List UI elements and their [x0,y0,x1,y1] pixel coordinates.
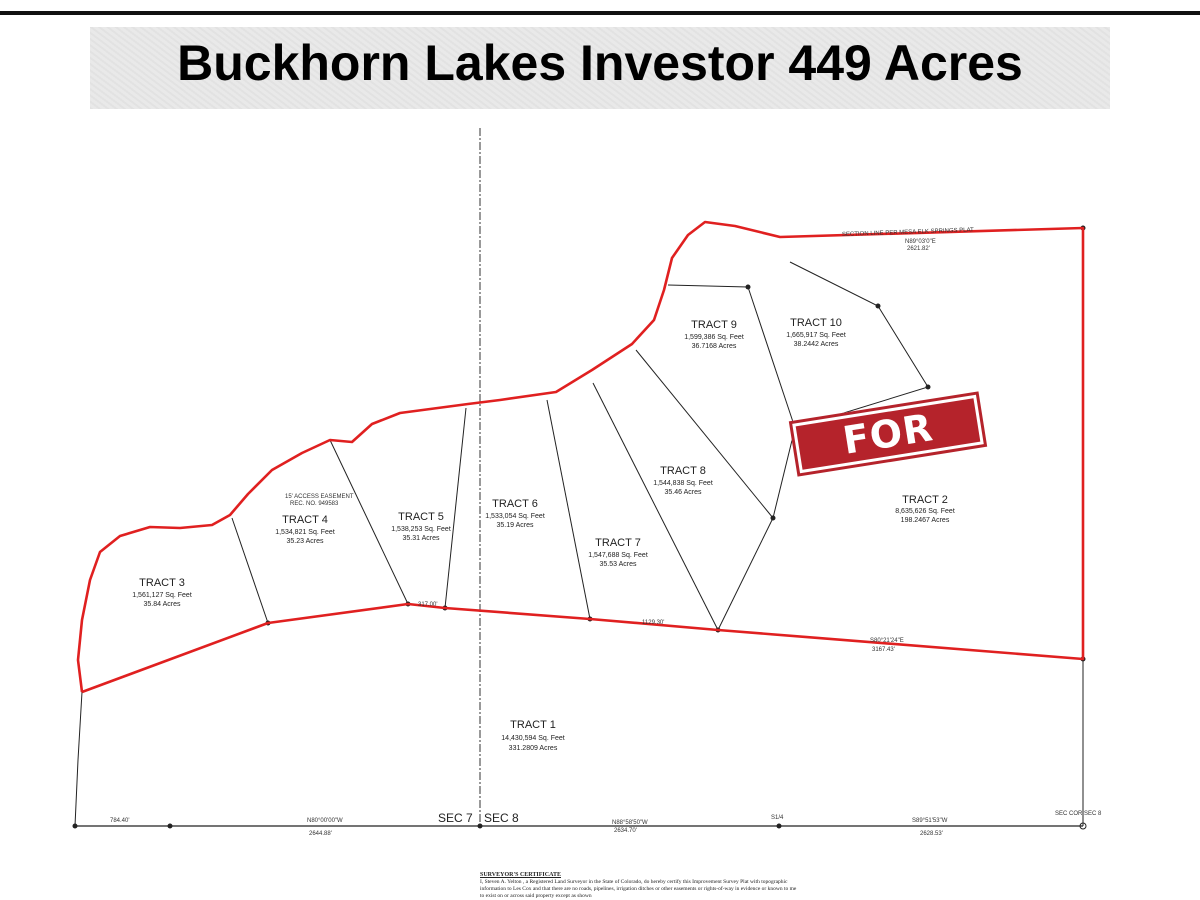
svg-text:TRACT 8: TRACT 8 [660,465,706,477]
tract-dividers [231,261,929,631]
svg-text:TRACT 3: TRACT 3 [139,577,185,589]
svg-text:35.23 Acres: 35.23 Acres [287,538,324,545]
quarter-corner-label: S1/4 [771,815,784,821]
segment-1129: 1129.30' [642,620,664,626]
tract-label-6: TRACT 6 1,533,054 Sq. Feet 35.19 Acres [485,498,545,529]
svg-text:1,547,688 Sq. Feet: 1,547,688 Sq. Feet [588,552,648,559]
surveyors-certificate: SURVEYOR'S CERTIFICATE I, Steven A. Yelt… [480,872,800,900]
tract-label-8: TRACT 8 1,544,838 Sq. Feet 35.46 Acres [653,465,713,496]
easement-rec-note: REC. NO. 949583 [290,501,339,507]
west-line [74,691,83,827]
north-bearing: N89°03'0"E [905,239,936,245]
svg-text:38.2442 Acres: 38.2442 Acres [794,341,839,348]
tract-label-4: TRACT 4 1,534,821 Sq. Feet 35.23 Acres [275,514,335,545]
section-corner-label: SEC COR SEC 8 [1055,811,1102,817]
svg-text:1,665,917 Sq. Feet: 1,665,917 Sq. Feet [786,332,846,339]
svg-text:TRACT 1: TRACT 1 [510,719,556,731]
certificate-text: I, Steven A. Yelton , a Registered Land … [480,879,797,899]
svg-text:1,534,821 Sq. Feet: 1,534,821 Sq. Feet [275,529,335,536]
segment-317: 317.00' [418,602,438,608]
bottom-distance-3: 2628.53' [920,831,943,837]
bottom-distance-2: 2634.70' [614,828,637,834]
top-rule [0,11,1200,15]
tract-label-2: TRACT 2 8,635,626 Sq. Feet 198.2467 Acres [895,494,955,524]
svg-text:TRACT 4: TRACT 4 [282,514,328,526]
title-banner [90,27,1110,109]
bottom-bearing-3: S89°51'53"W [912,818,948,824]
svg-text:36.7168 Acres: 36.7168 Acres [692,343,737,350]
sec-8-label: SEC 8 [484,811,519,825]
svg-text:35.84 Acres: 35.84 Acres [144,601,181,608]
north-distance: 2621.82' [907,246,930,252]
svg-text:1,544,838 Sq. Feet: 1,544,838 Sq. Feet [653,480,713,487]
tract-label-5: TRACT 5 1,538,253 Sq. Feet 35.31 Acres [391,511,451,542]
bottom-bearing-1: N80°00'00"W [307,818,343,824]
svg-text:35.31 Acres: 35.31 Acres [403,535,440,542]
svg-text:198.2467 Acres: 198.2467 Acres [901,517,950,524]
svg-text:TRACT 6: TRACT 6 [492,498,538,510]
south-distance: 3167.43' [872,647,895,653]
svg-text:TRACT 2: TRACT 2 [902,494,948,506]
bottom-bearing-2: N88°58'50"W [612,820,648,826]
svg-text:TRACT 7: TRACT 7 [595,537,641,549]
svg-text:35.53 Acres: 35.53 Acres [600,561,637,568]
bottom-distance-0: 784.40' [110,818,130,824]
svg-text:TRACT 5: TRACT 5 [398,511,444,523]
svg-text:331.2809 Acres: 331.2809 Acres [509,745,558,752]
svg-text:1,533,054 Sq. Feet: 1,533,054 Sq. Feet [485,513,545,520]
survey-monuments [72,225,1087,830]
svg-text:35.19 Acres: 35.19 Acres [497,522,534,529]
sec-7-label: SEC 7 [438,811,473,825]
tract-label-9: TRACT 9 1,599,386 Sq. Feet 36.7168 Acres [684,319,744,350]
svg-text:1,538,253 Sq. Feet: 1,538,253 Sq. Feet [391,526,451,533]
tract-label-3: TRACT 3 1,561,127 Sq. Feet 35.84 Acres [132,577,192,608]
svg-text:8,635,626 Sq. Feet: 8,635,626 Sq. Feet [895,508,955,515]
svg-text:TRACT 9: TRACT 9 [691,319,737,331]
page-title: Buckhorn Lakes Investor 449 Acres [177,35,1023,91]
south-bearing: S80°21'24"E [870,638,904,644]
tract-label-7: TRACT 7 1,547,688 Sq. Feet 35.53 Acres [588,537,648,568]
bottom-distance-1: 2644.88' [309,831,332,837]
svg-text:1,599,386 Sq. Feet: 1,599,386 Sq. Feet [684,334,744,341]
property-boundary [76,220,1085,694]
svg-text:TRACT 10: TRACT 10 [790,317,842,329]
easement-note: 15' ACCESS EASEMENT [285,494,354,500]
svg-text:1,561,127 Sq. Feet: 1,561,127 Sq. Feet [132,592,192,599]
svg-text:35.46 Acres: 35.46 Acres [665,489,702,496]
certificate-heading: SURVEYOR'S CERTIFICATE [480,872,561,878]
tract-label-1: TRACT 1 14,430,594 Sq. Feet 331.2809 Acres [501,719,564,752]
tract-label-10: TRACT 10 1,665,917 Sq. Feet 38.2442 Acres [786,317,846,348]
svg-text:14,430,594 Sq. Feet: 14,430,594 Sq. Feet [501,735,564,742]
section-line-note: SECTION LINE PER MESA ELK SPRINGS PLAT [842,227,974,238]
